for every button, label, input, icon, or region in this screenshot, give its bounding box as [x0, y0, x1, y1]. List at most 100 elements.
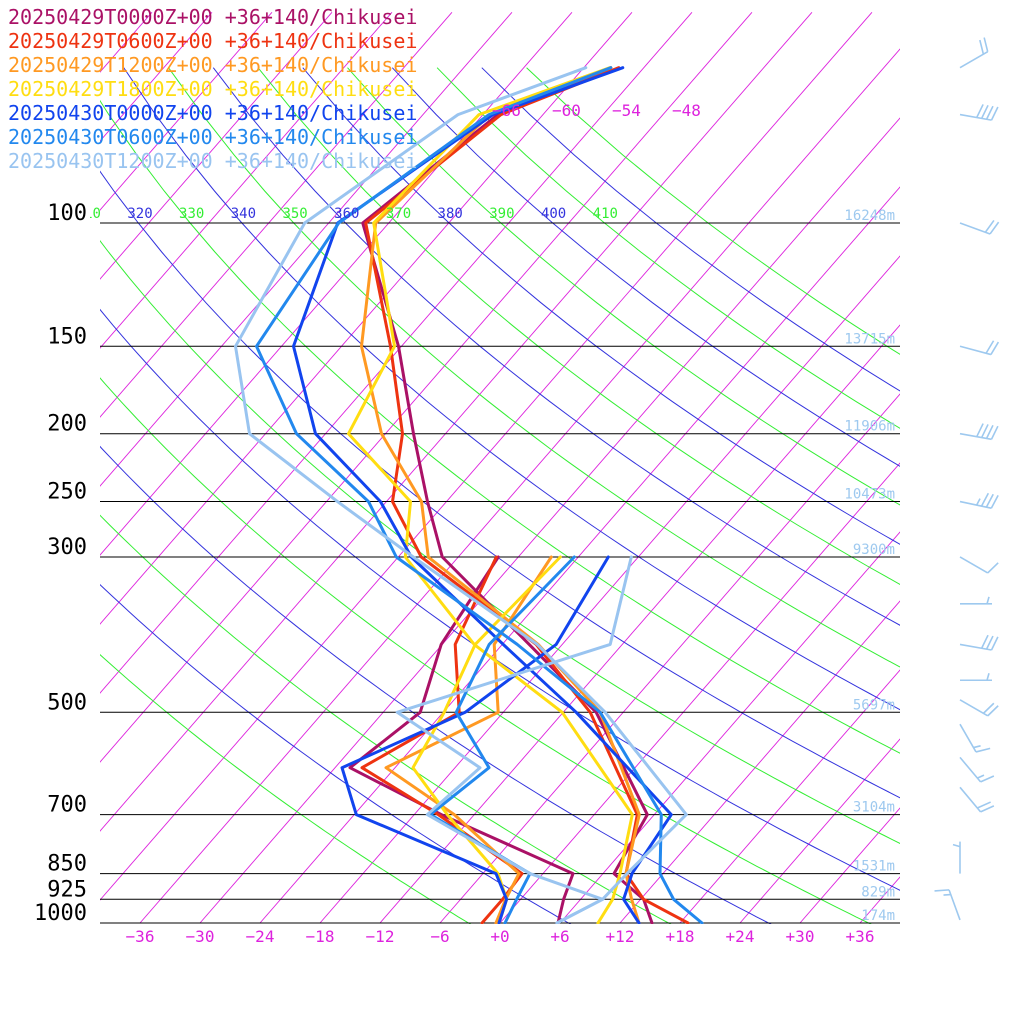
theta-label: 370: [386, 206, 411, 222]
wind-barb: [959, 37, 989, 69]
wind-barb: [959, 699, 999, 717]
dry-adiabat-line: [100, 99, 900, 754]
isotherm-line: [199, 117, 900, 924]
temperature-line: [234, 66, 688, 924]
legend-entry: 20250430T0600Z+00 +36+140/Chikusei: [8, 125, 417, 149]
temperature-tick-label: −12: [366, 927, 395, 946]
legend-entry: 20250429T0000Z+00 +36+140/Chikusei: [8, 5, 417, 29]
theta-label: 410: [593, 206, 618, 222]
upper-isotherm-label: −48: [672, 101, 701, 120]
theta-label: 350: [282, 206, 307, 222]
pressure-tick-label: 850: [47, 852, 87, 877]
wind-barb: [959, 723, 991, 753]
isotherm-line: [100, 11, 693, 694]
temperature-tick-label: −6: [430, 927, 449, 946]
wind-barb: [952, 841, 961, 874]
dry-adiabat-line: [168, 67, 900, 668]
theta-labels: 310 320 330 340 350 360 370 380 390 400 410: [76, 206, 618, 222]
dewpoint-line: [428, 555, 576, 924]
height-label: 174m: [861, 908, 895, 924]
wind-barb: [959, 786, 995, 813]
theta-label: 330: [179, 206, 204, 222]
upper-isotherm-labels: −66 −60 −54 −48: [492, 101, 701, 120]
wind-barb: [960, 596, 992, 605]
isotherm-line: [100, 11, 393, 349]
legend-entry: 20250429T1800Z+00 +36+140/Chikusei: [8, 77, 417, 101]
dry-adiabat-line: [100, 514, 672, 924]
dry-adiabat-line: [481, 67, 900, 392]
theta-label: 360: [334, 206, 359, 222]
isotherm-line: [100, 11, 813, 832]
theta-label: 310: [76, 206, 101, 222]
pressure-tick-label: 300: [47, 535, 87, 560]
temperature-tick-label: +12: [606, 927, 635, 946]
isotherm-line: [100, 11, 753, 763]
temperature-tick-label: +6: [550, 927, 569, 946]
temperature-line: [347, 66, 634, 924]
sounding-series: [234, 66, 704, 924]
isotherm-line: [499, 462, 900, 924]
pressure-tick-label: 200: [47, 412, 87, 437]
height-label: 9300m: [853, 542, 895, 558]
wind-barb: [959, 423, 999, 441]
legend-entry: 20250430T0000Z+00 +36+140/Chikusei: [8, 101, 417, 125]
pressure-tick-label: 1000: [34, 901, 87, 926]
upper-isotherm-label: −66: [492, 101, 521, 120]
legend-entry: 20250429T0600Z+00 +36+140/Chikusei: [8, 29, 417, 53]
isotherm-line: [139, 48, 900, 924]
wind-barb: [960, 673, 992, 682]
isotherm-line: [100, 11, 873, 901]
wind-barb: [959, 756, 995, 783]
height-label: 10473m: [844, 487, 895, 503]
temperature-tick-label: +0: [490, 927, 509, 946]
pressure-tick-label: 150: [47, 324, 87, 349]
isotherm-line: [559, 531, 900, 924]
wind-barb: [959, 556, 999, 574]
upper-isotherm-label: −54: [612, 101, 641, 120]
dry-adiabat-line: [347, 67, 900, 506]
pressure-tick-label: 500: [47, 690, 87, 715]
height-label: 5697m: [853, 697, 895, 713]
isotherm-line: [379, 324, 900, 924]
pressure-tick-label: 925: [47, 877, 87, 902]
theta-label: 390: [489, 206, 514, 222]
isotherm-line: [100, 11, 513, 487]
height-label: 3104m: [853, 800, 895, 816]
height-label: 829m: [861, 884, 895, 900]
dry-adiabat-line: [100, 583, 572, 924]
pressure-tick-label: 250: [47, 480, 87, 505]
legend-entry: 20250429T1200Z+00 +36+140/Chikusei: [8, 53, 417, 77]
temperature-tick-label: +18: [666, 927, 695, 946]
legend-entry: 20250430T1200Z+00 +36+140/Chikusei: [8, 149, 417, 173]
theta-label: 320: [127, 206, 152, 222]
wind-barb: [959, 104, 999, 121]
dry-adiabat-line: [123, 67, 900, 711]
height-label: 1531m: [853, 859, 895, 875]
wind-barb: [959, 340, 1000, 356]
dewpoint-line: [340, 555, 610, 924]
temperature-tick-label: −30: [186, 927, 215, 946]
pressure-tick-label: 700: [47, 793, 87, 818]
isotherm-line: [439, 393, 900, 924]
temperature-tick-label: −18: [306, 927, 335, 946]
dry-adiabat-line: [100, 653, 472, 924]
temperature-tick-label: −24: [246, 927, 275, 946]
isotherm-line: [619, 600, 900, 924]
height-labels: 16248m 13715m 11906m 10473m 9300m 5697m 3104m 1…: [844, 208, 895, 924]
isotherm-line: [799, 807, 900, 924]
dry-adiabat-line: [302, 67, 900, 545]
wind-barb: [959, 219, 1000, 235]
temperature-tick-label: −36: [126, 927, 155, 946]
height-label: 11906m: [844, 419, 895, 435]
dry-adiabat-line: [100, 377, 872, 924]
theta-label: 340: [231, 206, 256, 222]
dry-adiabat-lines: [100, 67, 900, 924]
isotherm-line: [859, 876, 900, 924]
isotherm-line: [679, 669, 900, 924]
isotherm-line: [319, 255, 900, 924]
isotherm-lines: [100, 11, 900, 924]
upper-isotherm-label: −60: [552, 101, 581, 120]
isotherm-line: [100, 11, 453, 418]
temperature-tick-label: +30: [786, 927, 815, 946]
